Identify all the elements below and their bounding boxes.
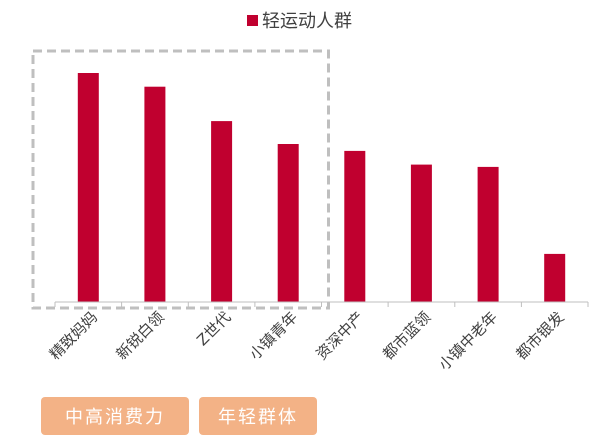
bar-7 bbox=[544, 253, 566, 302]
legend: 轻运动人群 bbox=[247, 11, 352, 32]
legend-swatch bbox=[247, 15, 258, 26]
bar-4 bbox=[344, 150, 366, 302]
bar-3 bbox=[277, 144, 299, 302]
x-axis-labels: 精致妈妈 新锐白领 Z世代 小镇青年 资深中产 都市蓝领 小镇中老年 都市银发 bbox=[46, 308, 568, 374]
bar-1 bbox=[144, 86, 166, 302]
tag-mid-high-spending: 中高消费力 bbox=[41, 397, 189, 435]
tag-young-group: 年轻群体 bbox=[199, 397, 317, 435]
bar-6 bbox=[477, 166, 499, 302]
x-label-7: 都市银发 bbox=[512, 308, 567, 363]
x-label-0: 精致妈妈 bbox=[46, 308, 101, 363]
x-label-6: 小镇中老年 bbox=[435, 308, 501, 374]
x-label-2: Z世代 bbox=[193, 308, 234, 349]
bar-2 bbox=[211, 121, 233, 302]
x-axis-ticks bbox=[54, 302, 589, 307]
x-label-1: 新锐白领 bbox=[113, 308, 168, 363]
x-label-5: 都市蓝领 bbox=[379, 308, 434, 363]
bar-5 bbox=[410, 164, 432, 302]
bar-0 bbox=[77, 73, 99, 302]
legend-label: 轻运动人群 bbox=[262, 11, 352, 32]
bars-group bbox=[77, 73, 566, 302]
x-label-3: 小镇青年 bbox=[246, 308, 301, 363]
highlight-box bbox=[31, 49, 330, 310]
x-label-4: 资深中产 bbox=[312, 308, 367, 363]
